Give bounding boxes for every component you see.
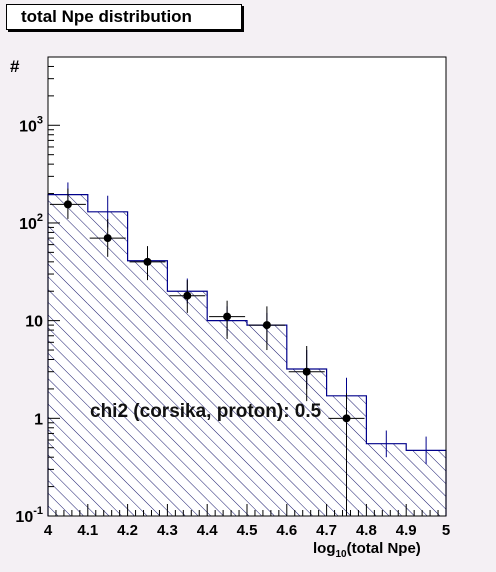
x-axis-label-main: log <box>313 540 336 557</box>
data-point <box>183 291 192 300</box>
y-axis-label: # <box>10 57 20 76</box>
x-tick-label: 4.6 <box>276 522 297 539</box>
histogram-bar <box>207 320 247 516</box>
x-tick-label: 4.4 <box>197 522 219 539</box>
histogram-layer <box>47 194 447 516</box>
x-tick-label: 4.8 <box>356 522 377 539</box>
data-point <box>302 367 311 376</box>
y-tick-label: 10 <box>25 314 43 331</box>
histogram-bar <box>87 211 128 516</box>
histogram-bar <box>167 291 208 516</box>
histogram-bar <box>48 194 88 516</box>
x-tick-label: 4.2 <box>117 522 138 539</box>
histogram-bar <box>127 260 168 516</box>
y-tick-label: 102 <box>19 212 43 233</box>
data-point <box>262 321 271 330</box>
x-axis-label-sub: 10 <box>336 549 348 560</box>
histogram-bar <box>247 325 287 516</box>
data-point <box>103 234 112 243</box>
x-tick-label: 4 <box>44 522 53 539</box>
x-tick-label: 5 <box>442 522 450 539</box>
x-tick-label: 4.1 <box>77 522 98 539</box>
x-tick-label: 4.3 <box>157 522 178 539</box>
axis-layer: 4 4.1 4.2 4.3 4.4 4.5 4.6 4.7 4.8 4.9 5 10-1 1 10 102 1… <box>15 56 450 539</box>
chart-title: total Npe distribution <box>21 7 192 26</box>
x-axis-label-rest: (total Npe) <box>347 540 421 557</box>
data-point <box>143 257 152 266</box>
data-point <box>63 200 72 209</box>
chi2-annotation: chi2 (corsika, proton): 0.5 <box>90 401 322 422</box>
y-tick-label: 103 <box>19 114 43 135</box>
data-point <box>223 312 232 321</box>
chart-title-box: total Npe distribution <box>6 4 242 30</box>
x-tick-label: 4.7 <box>316 522 337 539</box>
x-tick-label: 4.9 <box>396 522 417 539</box>
y-tick-label: 10-1 <box>15 505 43 526</box>
x-tick-label: 4.5 <box>237 522 258 539</box>
x-axis-label: log10(total Npe) <box>313 540 421 560</box>
y-tick-label: 1 <box>34 411 43 428</box>
data-points-layer <box>49 188 365 516</box>
data-point <box>342 414 351 423</box>
